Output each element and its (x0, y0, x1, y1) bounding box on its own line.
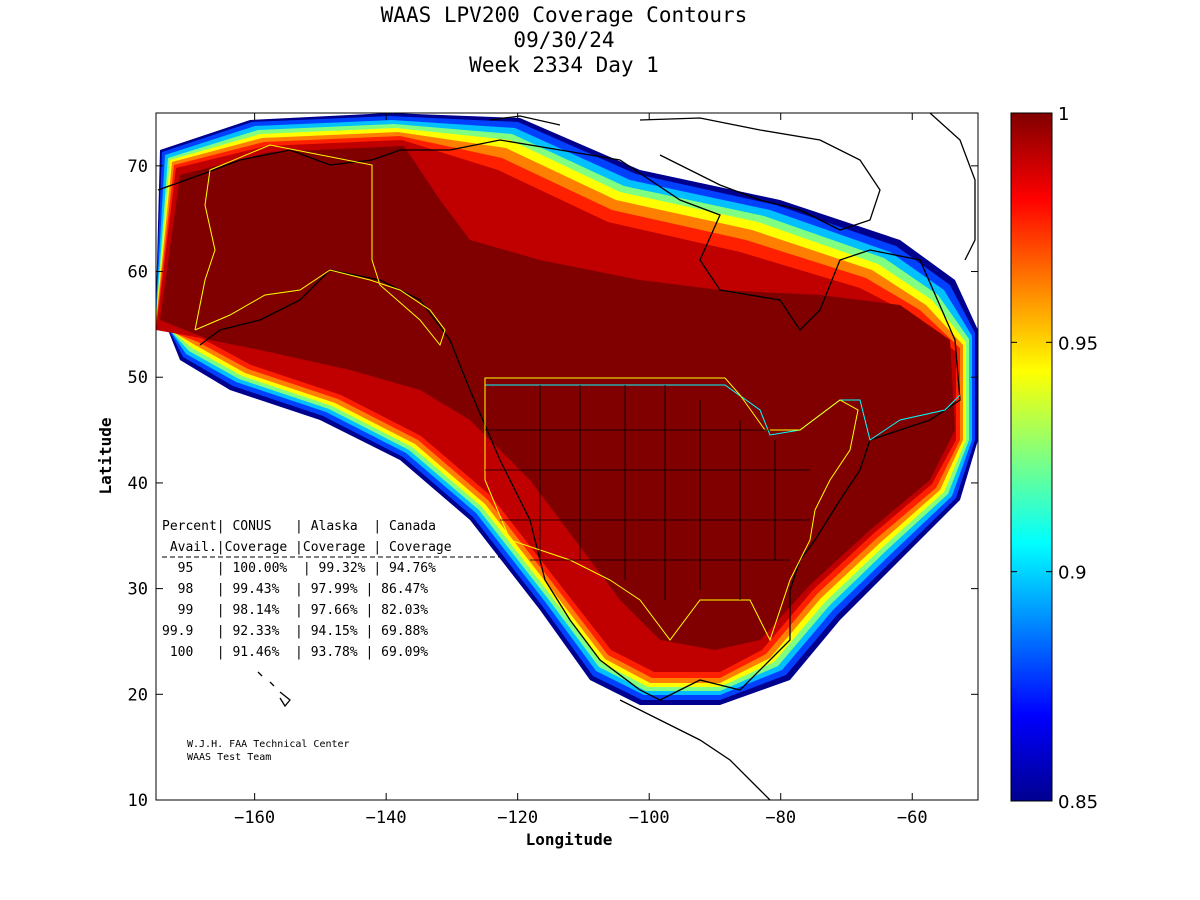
colorbar-tick-label: 0.9 (1058, 563, 1087, 584)
y-tick-label: 40 (128, 474, 148, 494)
credit-line-1: W.J.H. FAA Technical Center (187, 739, 350, 750)
x-tick-label: −60 (897, 808, 928, 828)
coverage-contours (156, 113, 978, 705)
table-row: 99.9 | 92.33% | 94.15% | 69.88% (162, 624, 428, 639)
x-ticks: −160 −140 −120 −100 −80 −60 (234, 113, 928, 828)
y-tick-label: 10 (128, 791, 148, 811)
state-lines (485, 385, 810, 600)
y-tick-label: 50 (128, 368, 148, 388)
coverage-table: Percent| CONUS | Alaska | Canada Avail.|… (162, 519, 500, 660)
colorbar (1010, 112, 1053, 802)
colorbar-tick-label: 1 (1058, 104, 1069, 125)
x-tick-label: −80 (765, 808, 796, 828)
colorbar-tick-label: 0.85 (1058, 792, 1098, 813)
conus-outline (484, 377, 859, 642)
credit-line-2: WAAS Test Team (187, 752, 271, 763)
x-axis-label: Longitude (526, 830, 613, 849)
y-tick-label: 20 (128, 685, 148, 705)
table-row: 95 | 100.00% | 99.32% | 94.76% (162, 561, 436, 576)
x-tick-label: −160 (234, 808, 275, 828)
central-america (619, 699, 771, 800)
hawaii (257, 671, 291, 708)
table-header-2: Avail.|Coverage |Coverage | Coverage (162, 540, 452, 555)
alaska-outline (194, 144, 446, 347)
colorbar-tick-label: 0.95 (1058, 333, 1098, 354)
y-axis-label: Latitude (96, 417, 115, 494)
y-tick-label: 30 (128, 580, 148, 600)
map-outlines (157, 113, 976, 800)
chart-date: 09/30/24 (513, 28, 615, 52)
chart-week: Week 2334 Day 1 (469, 53, 659, 77)
table-row: 98 | 99.43% | 97.99% | 86.47% (162, 582, 428, 597)
x-tick-label: −140 (366, 808, 407, 828)
arctic-islands (489, 115, 881, 231)
greenland-coast (929, 113, 976, 261)
table-row: 100 | 91.46% | 93.78% | 69.09% (162, 645, 428, 660)
table-header-1: Percent| CONUS | Alaska | Canada (162, 519, 436, 534)
colorbar-ticks: 1 0.95 0.9 0.85 (1011, 104, 1098, 813)
x-tick-label: −100 (629, 808, 670, 828)
table-row: 99 | 98.14% | 97.66% | 82.03% (162, 603, 428, 618)
y-ticks: 10 20 30 40 50 60 70 (128, 157, 978, 811)
y-tick-label: 70 (128, 157, 148, 177)
plot-frame (155, 112, 979, 801)
chart-title: WAAS LPV200 Coverage Contours (380, 3, 748, 27)
y-tick-label: 60 (128, 263, 148, 283)
x-tick-label: −120 (497, 808, 538, 828)
coverage-band-100 (160, 146, 955, 650)
